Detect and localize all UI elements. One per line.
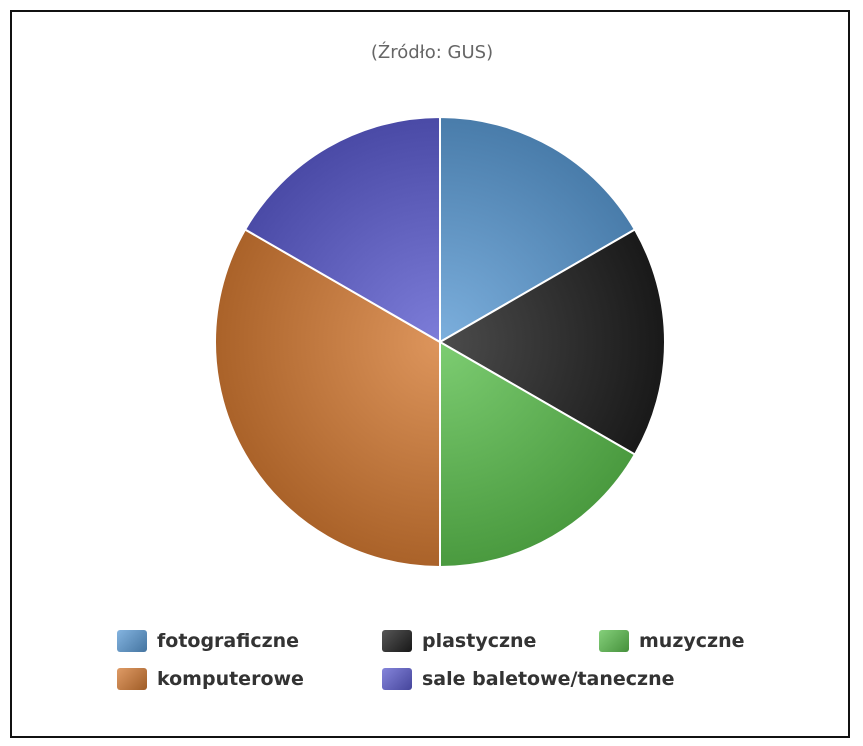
legend-swatch-plastyczne [382, 630, 412, 652]
legend-item-sale-baletowe[interactable]: sale baletowe/taneczne [382, 668, 675, 690]
pie-slice-fotograficzne[interactable] [439, 116, 636, 343]
legend-swatch-fotograficzne [117, 630, 147, 652]
legend-item-komputerowe[interactable]: komputerowe [117, 668, 304, 690]
legend-item-muzyczne[interactable]: muzyczne [599, 630, 745, 652]
legend-swatch-komputerowe [117, 668, 147, 690]
pie-slice-plastyczne[interactable] [439, 228, 666, 456]
legend-label-muzyczne: muzyczne [639, 630, 745, 652]
legend-label-sale-baletowe: sale baletowe/taneczne [422, 668, 675, 690]
pie-slice-sale-baletowe-taneczne[interactable] [244, 116, 441, 343]
chart-frame: (Źródło: GUS) fotograficzne plastyczne m… [10, 10, 850, 738]
legend-label-komputerowe: komputerowe [157, 668, 304, 690]
legend-label-plastyczne: plastyczne [422, 630, 537, 652]
pie-chart [214, 116, 666, 568]
legend-label-fotograficzne: fotograficzne [157, 630, 300, 652]
pie-slice-muzyczne[interactable] [439, 341, 636, 568]
legend-swatch-sale-baletowe [382, 668, 412, 690]
legend-item-plastyczne[interactable]: plastyczne [382, 630, 536, 652]
legend-swatch-muzyczne [599, 630, 629, 652]
legend-item-fotograficzne[interactable]: fotograficzne [117, 630, 299, 652]
pie-slice-komputerowe[interactable] [214, 228, 441, 568]
chart-subtitle: (Źródło: GUS) [370, 42, 494, 63]
